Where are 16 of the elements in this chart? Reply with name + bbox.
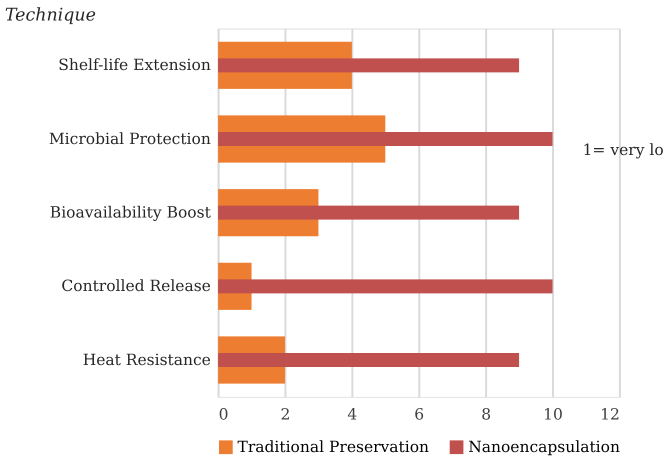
- legend-label: Traditional Preservation: [237, 438, 430, 456]
- y-tick-label: Shelf-life Extension: [58, 56, 211, 74]
- x-tick-label: 12: [600, 406, 620, 424]
- annotation: 1= very lo: [582, 140, 664, 159]
- x-tick-label: 10: [543, 406, 563, 424]
- x-tick-label: 8: [481, 406, 492, 424]
- text: Technique: [4, 6, 96, 26]
- x-tick-label: 0: [218, 406, 228, 424]
- y-tick-label: Microbial Protection: [48, 130, 211, 148]
- x-tick-label: 2: [280, 406, 290, 424]
- y-tick-label: Bioavailability Boost: [50, 204, 212, 222]
- x-tick-label: 4: [347, 406, 358, 424]
- y-tick-label: Heat Resistance: [82, 350, 211, 369]
- legend-label: Nanoencapsulation: [468, 438, 620, 456]
- y-tick-label: Controlled Release: [61, 277, 211, 296]
- x-tick-label: 6: [414, 406, 424, 424]
